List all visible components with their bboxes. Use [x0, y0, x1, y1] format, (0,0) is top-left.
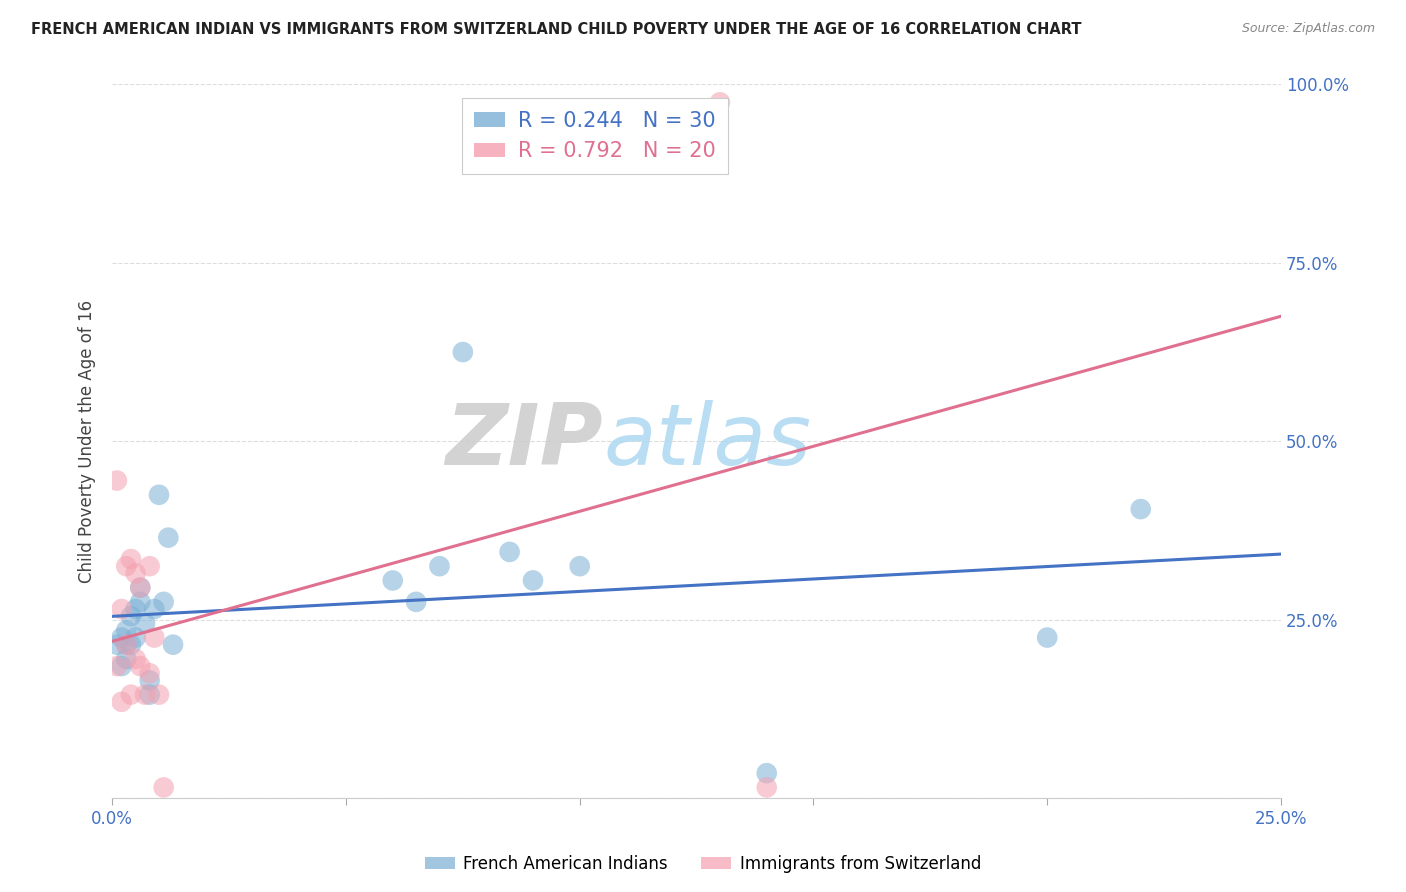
Point: [120, 552, 142, 566]
Point: [138, 559, 160, 574]
Text: FRENCH AMERICAN INDIAN VS IMMIGRANTS FROM SWITZERLAND CHILD POVERTY UNDER THE AG: FRENCH AMERICAN INDIAN VS IMMIGRANTS FRO…: [31, 22, 1081, 37]
Point: [134, 688, 156, 702]
Point: [105, 474, 128, 488]
Point: [124, 652, 146, 666]
Point: [451, 345, 474, 359]
Point: [138, 688, 160, 702]
Point: [148, 688, 170, 702]
Point: [1129, 502, 1152, 516]
Point: [429, 559, 451, 574]
Point: [110, 631, 132, 645]
Point: [755, 780, 778, 795]
Point: [405, 595, 427, 609]
Point: [138, 673, 160, 688]
Point: [162, 638, 184, 652]
Text: Source: ZipAtlas.com: Source: ZipAtlas.com: [1241, 22, 1375, 36]
Point: [124, 566, 146, 581]
Text: atlas: atlas: [603, 400, 811, 483]
Point: [522, 574, 544, 588]
Point: [120, 688, 142, 702]
Point: [1036, 631, 1059, 645]
Point: [120, 638, 142, 652]
Point: [110, 659, 132, 673]
Point: [381, 574, 404, 588]
Point: [115, 652, 138, 666]
Point: [148, 488, 170, 502]
Point: [568, 559, 591, 574]
Point: [152, 780, 174, 795]
Point: [134, 616, 156, 631]
Point: [124, 602, 146, 616]
Point: [115, 638, 138, 652]
Text: ZIP: ZIP: [446, 400, 603, 483]
Point: [124, 631, 146, 645]
Point: [129, 581, 152, 595]
Legend: R = 0.244   N = 30, R = 0.792   N = 20: R = 0.244 N = 30, R = 0.792 N = 20: [461, 98, 728, 174]
Legend: French American Indians, Immigrants from Switzerland: French American Indians, Immigrants from…: [419, 848, 987, 880]
Point: [105, 659, 128, 673]
Point: [129, 659, 152, 673]
Point: [138, 666, 160, 681]
Point: [709, 95, 731, 110]
Point: [755, 766, 778, 780]
Point: [105, 638, 128, 652]
Point: [115, 559, 138, 574]
Point: [129, 595, 152, 609]
Point: [129, 581, 152, 595]
Point: [110, 695, 132, 709]
Point: [143, 631, 166, 645]
Point: [115, 624, 138, 638]
Point: [115, 638, 138, 652]
Point: [498, 545, 520, 559]
Point: [143, 602, 166, 616]
Point: [152, 595, 174, 609]
Point: [110, 602, 132, 616]
Y-axis label: Child Poverty Under the Age of 16: Child Poverty Under the Age of 16: [79, 300, 96, 582]
Point: [157, 531, 180, 545]
Point: [120, 609, 142, 624]
